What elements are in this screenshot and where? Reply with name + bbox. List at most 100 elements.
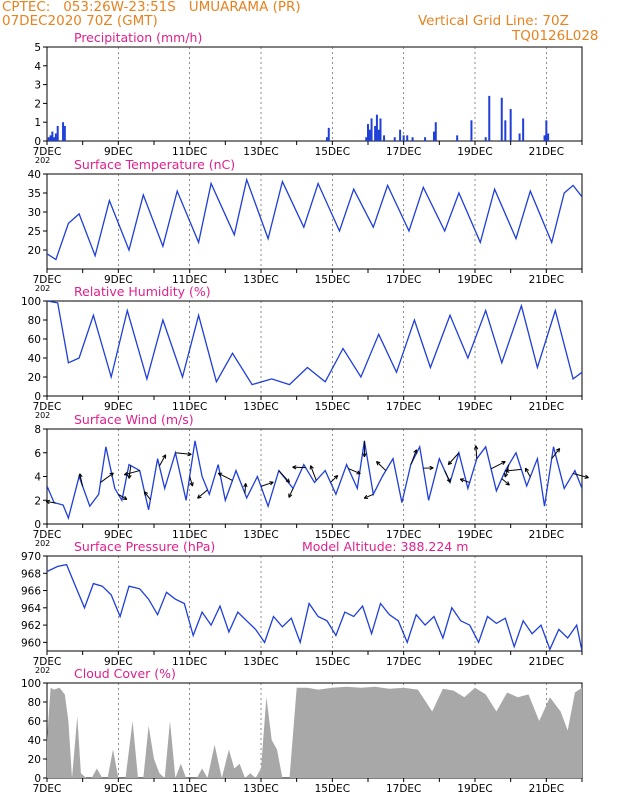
- x-tick-label: 15DEC: [315, 529, 350, 541]
- wind-arrowhead: [429, 465, 434, 471]
- x-tick-label: 13DEC: [243, 146, 278, 158]
- wind-arrowhead: [197, 494, 202, 499]
- x-tick-label: 7DEC: [33, 274, 62, 286]
- y-tick-label: 60: [28, 716, 41, 728]
- x-tick-label: 17DEC: [386, 146, 421, 158]
- y-tick-label: 20: [28, 372, 41, 384]
- panel-title: Precipitation (mm/h): [74, 30, 202, 45]
- wind-arrow: [260, 481, 274, 487]
- precip-bar: [375, 114, 378, 141]
- y-tick-label: 2: [34, 495, 41, 507]
- precip-bar: [432, 131, 435, 141]
- plot-frame: [46, 555, 583, 652]
- wind-arrowhead: [363, 494, 369, 499]
- wind-arrow: [244, 483, 247, 494]
- x-tick-label: 21DEC: [529, 401, 564, 413]
- wind-arrowhead: [333, 475, 339, 480]
- precip-bar: [411, 137, 414, 141]
- x-tick-label: 19DEC: [457, 529, 492, 541]
- x-tick-label: 13DEC: [243, 274, 278, 286]
- y-tick-label: 6: [34, 448, 41, 460]
- wind-arrow: [501, 478, 510, 486]
- panel-cloud: 0 20 40 60 80 100 7DEC 9DEC 11DEC 13DEC 15DEC 17DEC…: [21, 666, 583, 795]
- year-label: 202: [35, 156, 50, 165]
- wind-arrowhead: [109, 472, 114, 477]
- wind-arrow: [175, 452, 192, 455]
- precip-bar: [63, 125, 66, 141]
- wind-arrow: [505, 468, 522, 472]
- x-tick-label: 9DEC: [104, 656, 133, 668]
- precip-bar: [51, 131, 54, 141]
- x-tick-label: 17DEC: [386, 529, 421, 541]
- y-tick-label: 40: [28, 169, 41, 181]
- precip-bar: [406, 135, 409, 141]
- x-tick-label: 9DEC: [104, 274, 133, 286]
- station-title: CPTEC: 053:26W-23:51S UMUARAMA (PR): [2, 0, 301, 15]
- y-tick-label: 5: [34, 42, 41, 54]
- precip-bar: [365, 137, 368, 141]
- x-tick-label: 17DEC: [386, 656, 421, 668]
- wind-arrowhead: [269, 481, 274, 486]
- x-tick-label: 19DEC: [457, 656, 492, 668]
- precip-bar: [370, 118, 373, 141]
- precip-bar: [547, 133, 550, 141]
- x-tick-label: 11DEC: [172, 656, 207, 668]
- y-tick-label: 0: [34, 136, 41, 148]
- x-tick-label: 17DEC: [386, 274, 421, 286]
- y-tick-label: 0: [34, 773, 41, 785]
- precip-bar: [327, 127, 330, 141]
- panel-title: Relative Humidity (%): [74, 284, 211, 299]
- y-tick-label: 966: [21, 586, 41, 598]
- grid-note: Vertical Grid Line: 70Z: [418, 13, 569, 29]
- wind-arrow: [475, 445, 478, 459]
- panel-title: Surface Wind (m/s): [74, 412, 194, 427]
- x-tick-label: 17DEC: [386, 401, 421, 413]
- wind-arrow: [376, 461, 387, 471]
- x-tick-label: 11DEC: [172, 529, 207, 541]
- wind-arrowhead: [288, 493, 293, 498]
- wind-arrowhead: [459, 478, 465, 483]
- wind-arrowhead: [413, 449, 418, 454]
- precip-bar: [49, 135, 52, 141]
- cloud-area: [47, 686, 582, 778]
- precip-bar: [377, 129, 380, 141]
- y-tick-label: 100: [21, 678, 41, 690]
- wind-arrowhead: [162, 454, 167, 459]
- precip-bar: [500, 97, 503, 141]
- y-tick-label: 968: [21, 568, 41, 580]
- wind-arrowhead: [505, 481, 510, 486]
- header: CPTEC: 053:26W-23:51S UMUARAMA (PR) 07DE…: [0, 0, 618, 48]
- precip-bar: [53, 137, 56, 141]
- precip-bar: [393, 137, 396, 141]
- wind-arrow: [460, 478, 470, 483]
- wind-arrowhead: [143, 491, 149, 496]
- wind-arrowhead: [524, 467, 529, 473]
- wind-arrow: [348, 468, 361, 475]
- wind-arrowhead: [285, 478, 291, 483]
- x-tick-label: 19DEC: [457, 274, 492, 286]
- x-tick-label: 9DEC: [104, 529, 133, 541]
- panel-temp: 20 25 30 35 40 7DEC 9DEC 11DEC 13DEC 15DEC 17DEC 19…: [28, 157, 583, 293]
- plot-frame: [46, 300, 583, 397]
- precip-bar: [543, 135, 546, 141]
- precip-bar: [434, 122, 437, 141]
- y-tick-label: 40: [28, 735, 41, 747]
- x-tick-label: 7DEC: [33, 401, 62, 413]
- wind-arrowhead: [45, 499, 51, 505]
- panel-title: Surface Pressure (hPa): [74, 539, 215, 554]
- panel-title: Surface Temperature (nC): [74, 157, 235, 172]
- series-line: [47, 440, 582, 521]
- precip-bar: [424, 137, 427, 141]
- wind-arrow: [79, 473, 84, 487]
- wind-arrowhead: [122, 495, 128, 500]
- y-tick-label: 2: [34, 98, 41, 110]
- precip-bar: [545, 120, 548, 141]
- precip-bar: [379, 118, 382, 141]
- precip-bar: [518, 133, 521, 141]
- wind-arrow: [363, 493, 374, 499]
- wind-arrow: [128, 465, 132, 479]
- x-tick-label: 21DEC: [529, 146, 564, 158]
- wind-arrow: [330, 475, 339, 483]
- precip-bar: [522, 118, 525, 141]
- x-tick-label: 15DEC: [315, 783, 350, 795]
